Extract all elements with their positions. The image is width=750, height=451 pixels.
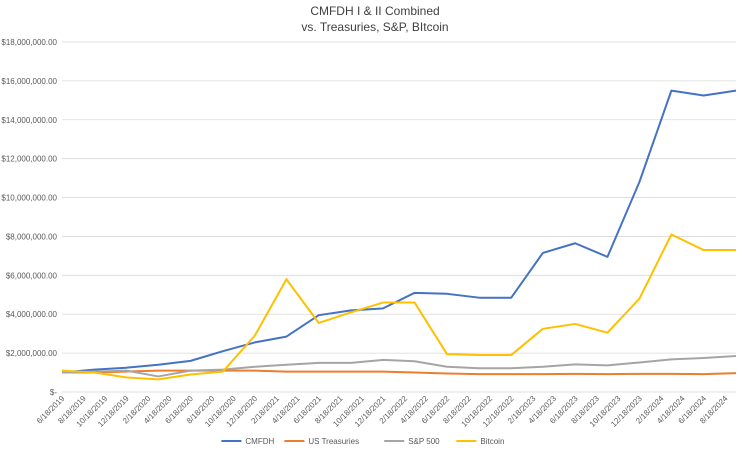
legend-label: US Treasuries	[308, 437, 359, 446]
legend-item: CMFDH	[221, 437, 275, 446]
y-tick-label: $2,000,000.00	[6, 349, 58, 358]
chart-title: CMFDH I & II Combined	[310, 4, 439, 18]
legend-item: Bitcoin	[456, 437, 504, 446]
legend-label: Bitcoin	[480, 437, 504, 446]
y-tick-label: $-	[50, 388, 57, 397]
y-tick-label: $18,000,000.00	[1, 38, 57, 47]
y-tick-label: $14,000,000.00	[1, 116, 57, 125]
y-tick-label: $6,000,000.00	[6, 271, 58, 280]
y-tick-label: $8,000,000.00	[6, 232, 58, 241]
y-tick-label: $4,000,000.00	[6, 310, 58, 319]
y-tick-label: $16,000,000.00	[1, 77, 57, 86]
line-series	[62, 369, 737, 376]
y-tick-label: $10,000,000.00	[1, 194, 57, 203]
chart-subtitle: vs. Treasuries, S&P, BItcoin	[301, 20, 448, 34]
y-tick-label: $12,000,000.00	[1, 155, 57, 164]
line-series	[61, 89, 737, 374]
legend-label: CMFDH	[245, 437, 274, 446]
line-series	[61, 355, 737, 378]
line-series	[61, 233, 736, 381]
legend-item: S&P 500	[384, 437, 440, 446]
legend-label: S&P 500	[408, 437, 440, 446]
legend-item: US Treasuries	[284, 437, 359, 446]
